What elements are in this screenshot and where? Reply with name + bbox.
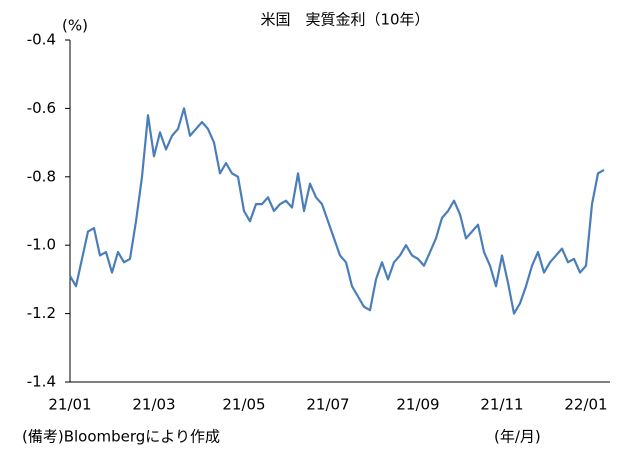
y-tick-label: -1.2 — [27, 304, 56, 322]
x-tick-label: 21/01 — [48, 396, 91, 414]
x-tick-label: 21/03 — [132, 396, 175, 414]
y-tick-label: -1.4 — [27, 373, 56, 391]
source-note: (備考)Bloombergにより作成 — [22, 428, 220, 446]
y-tick-label: -0.6 — [27, 99, 56, 117]
x-tick-label: 22/01 — [564, 396, 607, 414]
chart-title: 米国 実質金利（10年） — [260, 11, 429, 29]
y-tick-label: -1.0 — [27, 236, 56, 254]
x-tick-label: 21/11 — [480, 396, 523, 414]
y-tick-label: -0.4 — [27, 31, 56, 49]
y-unit: (%) — [62, 17, 88, 35]
series-line — [69, 107, 605, 315]
x-tick-label: 21/05 — [222, 396, 265, 414]
x-tick-label: 21/09 — [396, 396, 439, 414]
y-tick-label: -0.8 — [27, 167, 56, 185]
x-tick-label: 21/07 — [306, 396, 349, 414]
x-unit: (年/月) — [494, 428, 541, 446]
